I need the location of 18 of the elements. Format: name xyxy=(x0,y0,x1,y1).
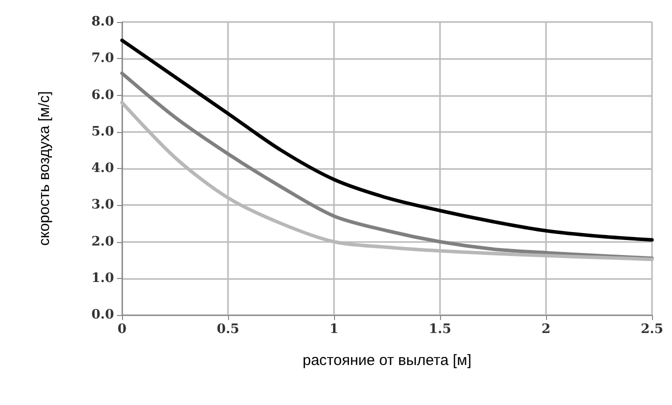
x-tick-label: 1.5 xyxy=(428,322,452,337)
x-axis-title: растояние от вылета [м] xyxy=(302,352,472,369)
y-tick-label: 7.0 xyxy=(91,51,114,66)
x-tick-label: 1 xyxy=(329,322,339,337)
y-tick-label: 6.0 xyxy=(91,88,114,103)
line-series xyxy=(120,38,654,242)
x-tick-label: 0 xyxy=(117,322,127,337)
x-tick-label: 2.5 xyxy=(640,322,664,337)
x-tick-label: 0.5 xyxy=(216,322,240,337)
y-tick-label: 8.0 xyxy=(91,14,114,30)
y-axis-title: скорость воздуха [м/с] xyxy=(36,91,53,246)
x-tick-label: 2 xyxy=(541,322,551,337)
y-tick-label: 1.0 xyxy=(91,270,114,286)
y-tick-label: 3.0 xyxy=(91,198,114,213)
y-tick-label: 0.0 xyxy=(91,308,114,322)
y-tick-label: 5.0 xyxy=(91,124,114,140)
y-tick-label: 2.0 xyxy=(91,234,114,250)
y-tick-label: 4.0 xyxy=(91,161,114,176)
